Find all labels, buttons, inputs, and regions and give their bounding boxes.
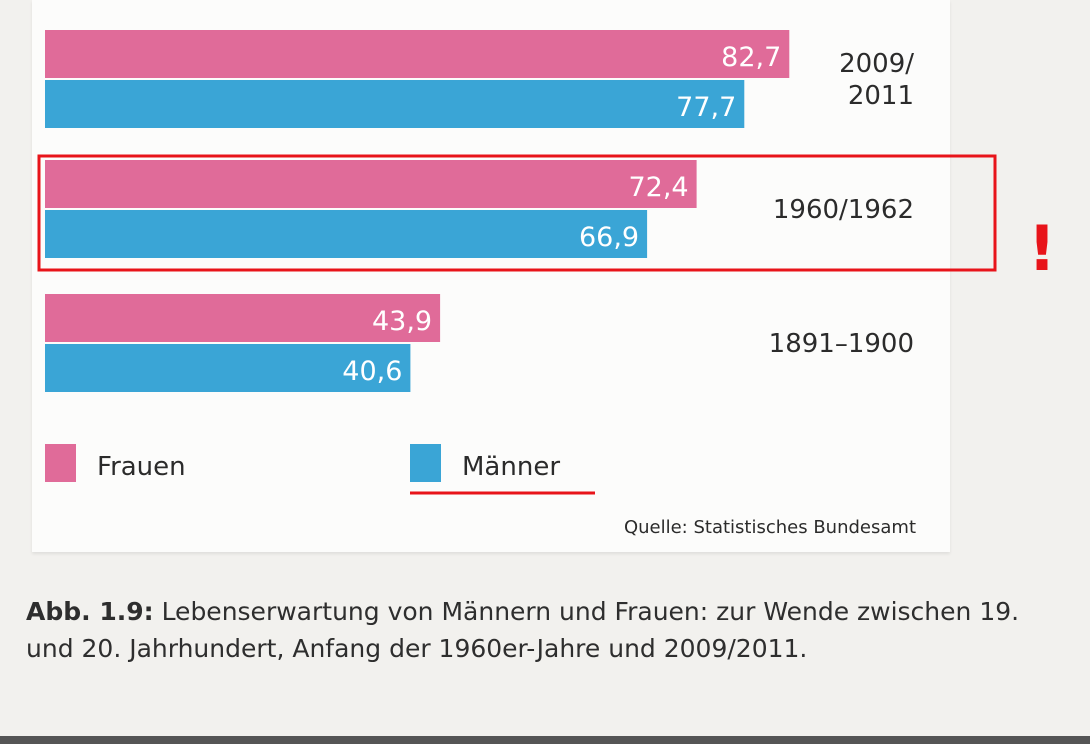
- legend-swatch: [45, 444, 76, 482]
- chart-panel: 82,7 77,7 2009/2011 72,4 66,9 1960/1962 43,9 40…: [32, 0, 950, 552]
- bar-value-label: 72,4: [628, 172, 688, 203]
- category-label: 1891–1900: [769, 329, 914, 359]
- bar-value-label: 82,7: [721, 42, 781, 73]
- bar-value-label: 40,6: [342, 356, 402, 387]
- caption-number: Abb. 1.9:: [26, 597, 154, 626]
- bar-maenner-2: [45, 344, 411, 392]
- bottom-edge: [0, 736, 1090, 744]
- legend-label: Männer: [462, 452, 560, 482]
- source-label: Quelle: Statistisches Bundesamt: [624, 517, 916, 538]
- legend-label: Frauen: [97, 452, 186, 482]
- bar-maenner-0: [45, 80, 745, 128]
- category-label: 2009/2011: [839, 49, 914, 111]
- category-label: 1960/1962: [773, 195, 914, 225]
- bar-maenner-1: [45, 210, 648, 258]
- legend-swatch: [410, 444, 441, 482]
- bar-value-label: 43,9: [372, 306, 432, 337]
- exclamation-mark: !: [1028, 212, 1056, 285]
- figure-caption: Abb. 1.9: Lebenserwartung von Männern un…: [26, 593, 1026, 667]
- bar-value-label: 77,7: [676, 92, 736, 123]
- bar-frauen-0: [45, 30, 790, 78]
- bar-chart: 82,7 77,7 2009/2011 72,4 66,9 1960/1962 43,9 40…: [45, 30, 916, 538]
- caption-text: Lebenserwartung von Männern und Frauen: …: [26, 597, 1020, 663]
- bar-frauen-1: [45, 160, 697, 208]
- bar-frauen-2: [45, 294, 441, 342]
- bar-value-label: 66,9: [579, 222, 639, 253]
